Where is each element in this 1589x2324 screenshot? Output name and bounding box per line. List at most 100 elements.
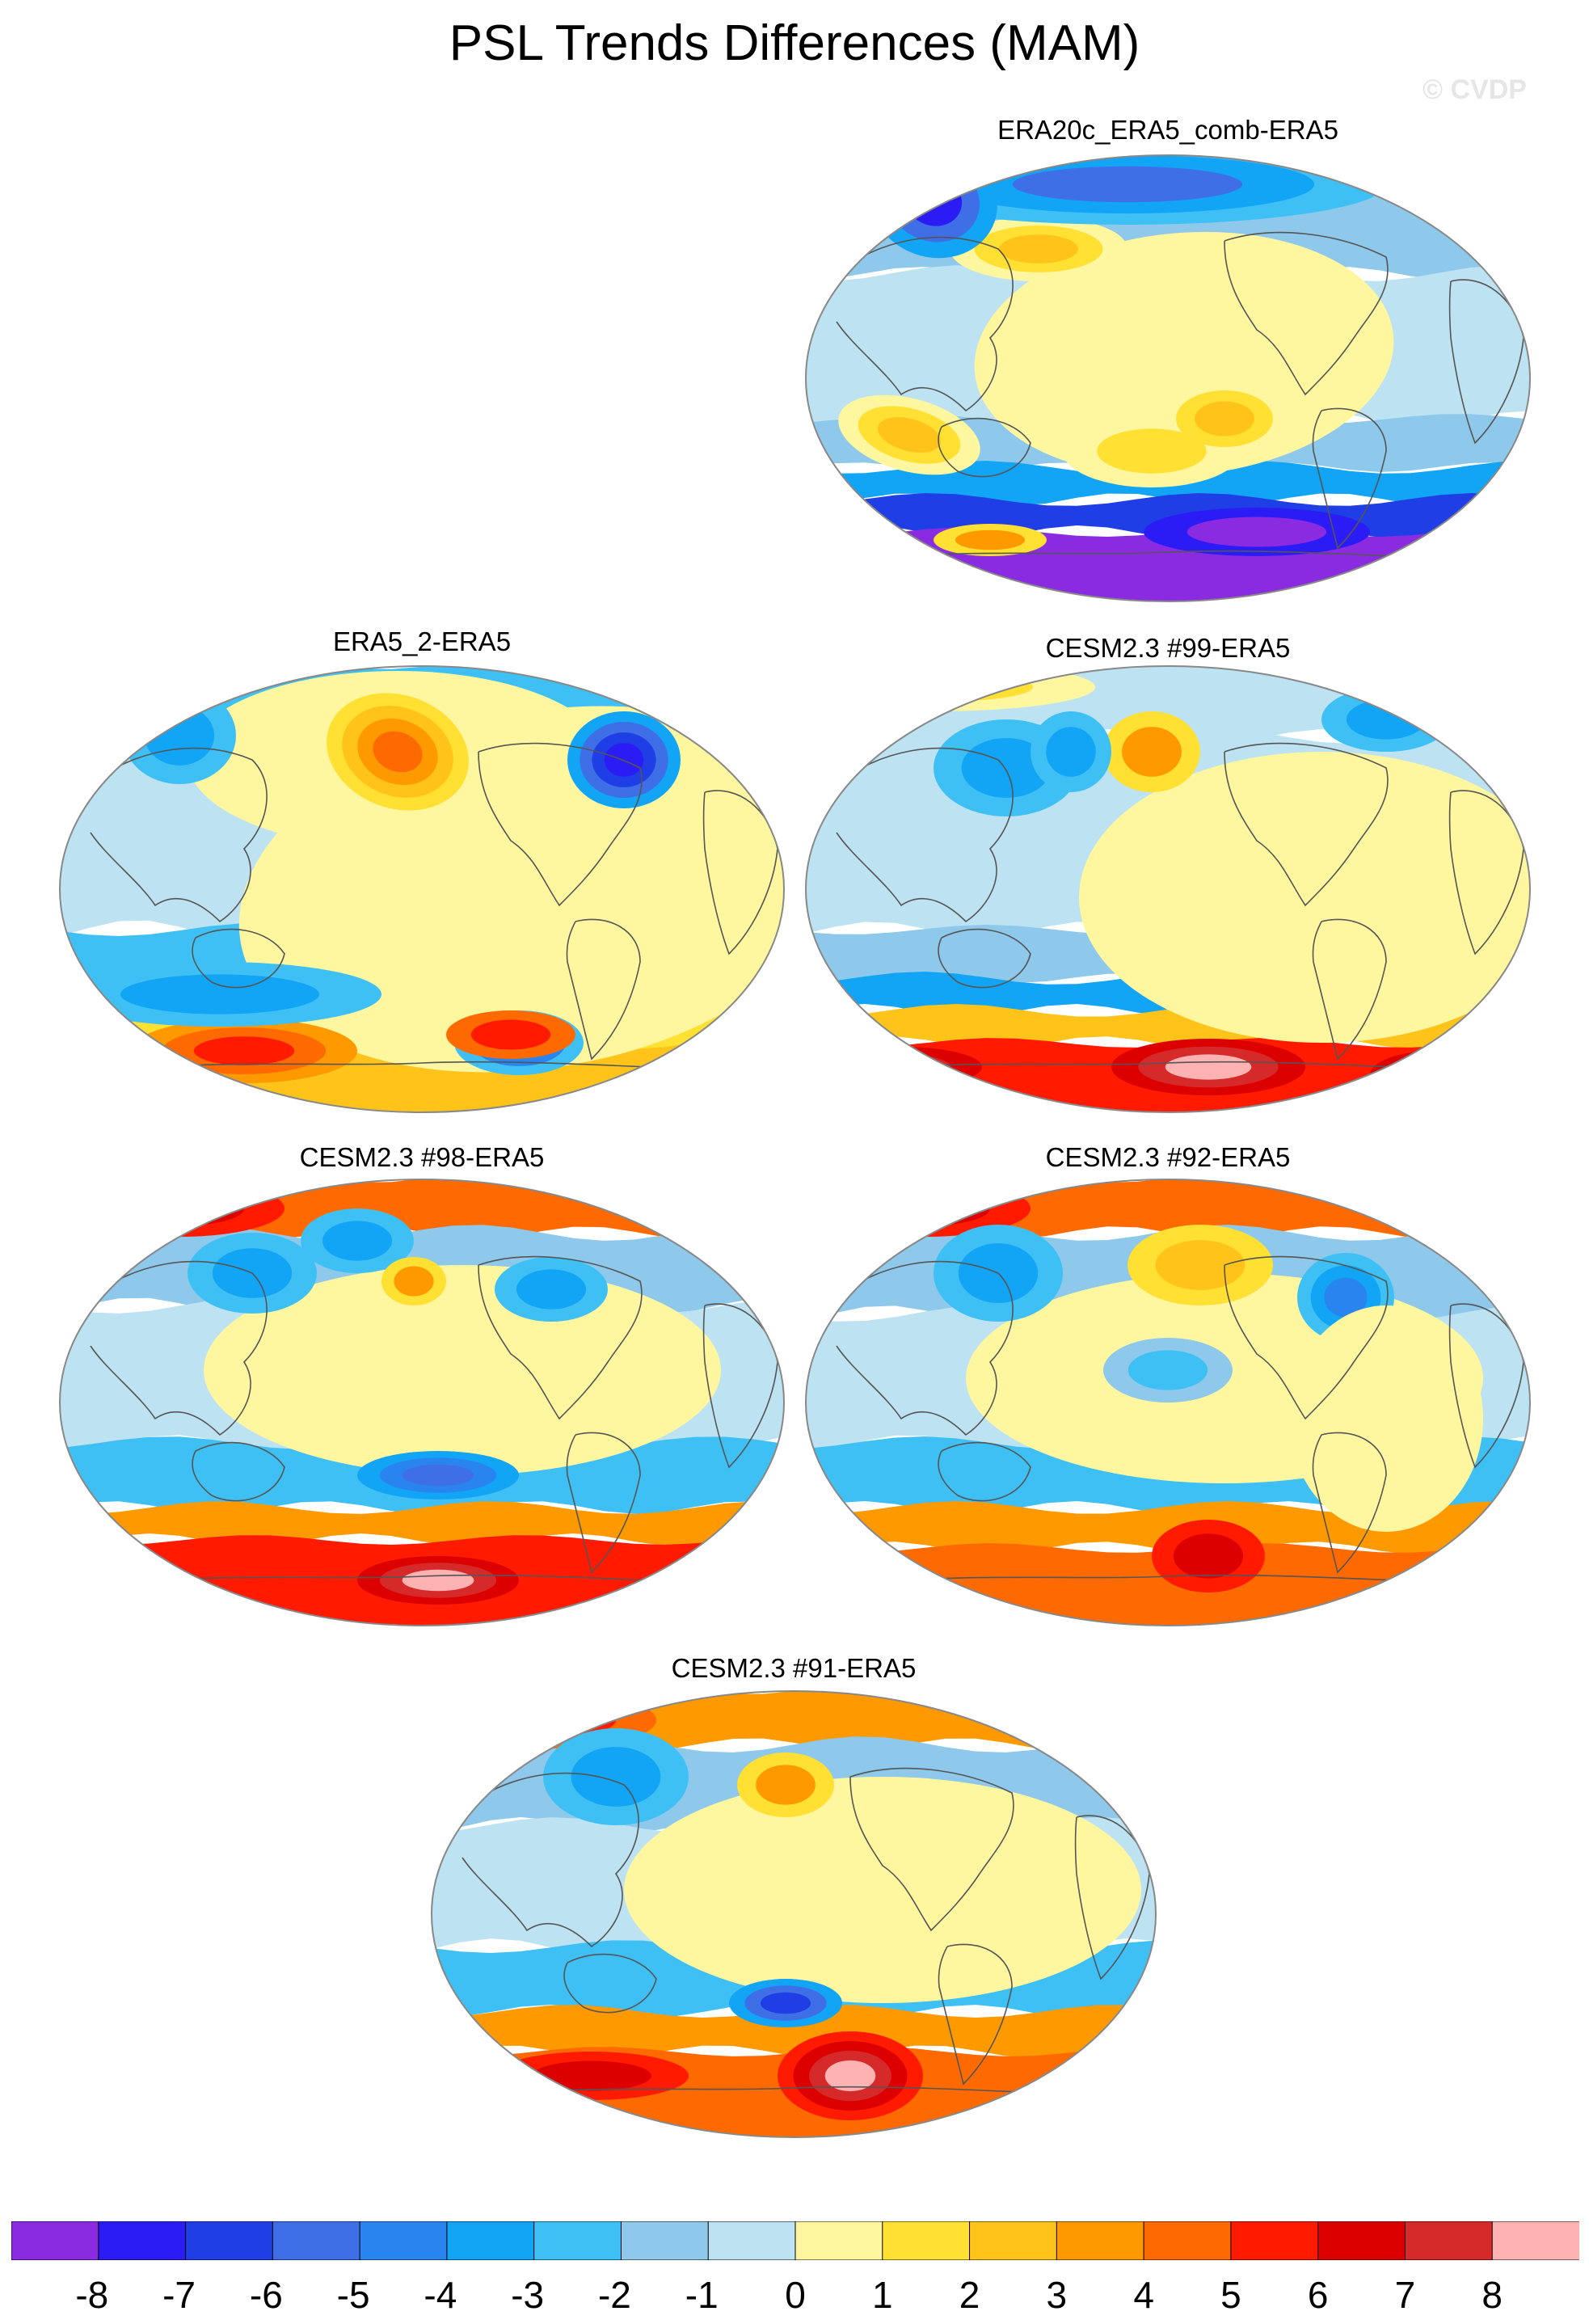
map-field [806, 666, 1530, 1112]
coastline [836, 747, 1014, 923]
colorbar-tick-label: 5 [1220, 2274, 1241, 2316]
panel-title-cesm99: CESM2.3 #99-ERA5 [1045, 633, 1291, 663]
map-outline [59, 665, 785, 1113]
contour-cell [1127, 1350, 1208, 1390]
contour-cell [1324, 1277, 1368, 1318]
contour-cell [1388, 1057, 1482, 1093]
contour-cell [999, 234, 1078, 264]
contour-cell [604, 743, 644, 777]
colorbar-tick-label: -7 [162, 2274, 196, 2316]
coastline [192, 928, 285, 989]
colorbar-tick-label: -2 [597, 2274, 631, 2316]
contour-cell [516, 1269, 587, 1310]
colorbar-swatch [882, 2221, 971, 2260]
colorbar-swatch [794, 2221, 883, 2260]
coastline [106, 1061, 738, 1072]
coastline [938, 1943, 1013, 2086]
coastline [1312, 1432, 1387, 1574]
contour-cell [820, 1047, 982, 1087]
contour-cell [120, 974, 320, 1014]
colorbar-swatch [446, 2221, 535, 2260]
colorbar-tick-label: -1 [685, 2274, 719, 2316]
coastline [836, 1260, 1014, 1436]
coastline [849, 1767, 1014, 1932]
coastline [1224, 1255, 1389, 1420]
coastline [938, 928, 1031, 989]
colorbar-swatch [1056, 2221, 1145, 2260]
contour-cell [760, 1992, 811, 2014]
colorbar-swatch [620, 2221, 710, 2260]
contour-cell [402, 1569, 474, 1592]
contour-cell [1173, 1533, 1244, 1579]
contour-cell [373, 731, 423, 773]
colorbar-tick-label: 0 [785, 2274, 806, 2316]
map-outline [805, 154, 1531, 602]
coastline [938, 417, 1031, 478]
colorbar-swatch [533, 2221, 622, 2260]
coastline [90, 747, 268, 923]
colorbar-swatch [1317, 2221, 1406, 2260]
colorbar-swatch [969, 2221, 1058, 2260]
coastline [563, 1953, 657, 2014]
contour-band [60, 1501, 784, 1546]
panel-title-era20c: ERA20c_ERA5_comb-ERA5 [997, 115, 1338, 145]
contour-cell [1195, 401, 1254, 437]
map-field [806, 155, 1530, 601]
contour-cell [1165, 1054, 1252, 1080]
coastline [478, 2086, 1110, 2097]
contour-cell [806, 666, 1095, 711]
contour-cell [1406, 1064, 1464, 1086]
panel-title-era5-2: ERA5_2-ERA5 [332, 626, 512, 656]
contour-cell [1346, 699, 1427, 740]
contour-cell [833, 672, 1034, 702]
map-outline [431, 1690, 1157, 2138]
colorbar-swatch [1491, 2221, 1579, 2260]
panel-title-cesm98: CESM2.3 #98-ERA5 [299, 1142, 545, 1172]
map-panel-cesm92 [805, 1179, 1531, 1626]
colorbar-tick-label: 4 [1133, 2274, 1154, 2316]
map-outline [805, 665, 1531, 1113]
colorbar [11, 2221, 1579, 2260]
contour-band [432, 2005, 1156, 2058]
contour-cell [1097, 428, 1207, 474]
colorbar-tick-label: -4 [424, 2274, 457, 2316]
map-panel-cesm98 [59, 1179, 785, 1626]
map-field [60, 1179, 784, 1626]
contour-cell [1186, 517, 1327, 547]
contour-cell [204, 1265, 721, 1475]
contour-cell [193, 1036, 295, 1065]
contour-cell [1012, 166, 1243, 203]
coastline [106, 1574, 738, 1585]
colorbar-tick-label: -6 [249, 2274, 283, 2316]
colorbar-tick-label: -8 [75, 2274, 109, 2316]
colorbar-tick-label: 2 [959, 2274, 980, 2316]
colorbar-swatch [272, 2221, 361, 2260]
map-outline [805, 1179, 1531, 1626]
contour-cell [470, 1019, 551, 1050]
cvdp-watermark: © CVDP [1423, 74, 1527, 105]
coastline [566, 918, 641, 1061]
colorbar-swatch [1404, 2221, 1494, 2260]
contour-cell [955, 529, 1026, 550]
contour-cell [824, 2060, 876, 2092]
contour-cell [851, 1054, 951, 1080]
contour-cell [861, 1191, 990, 1226]
contour-cell [322, 1221, 393, 1261]
coastline [478, 1255, 643, 1420]
page-title: PSL Trends Differences (MAM) [449, 15, 1140, 71]
contour-cell [1079, 752, 1530, 1043]
contour-cell [1122, 727, 1182, 777]
contour-cell [1289, 1305, 1483, 1532]
coastline [836, 236, 1014, 412]
coastline [852, 1061, 1484, 1072]
coastline [1224, 742, 1389, 907]
map-outline [59, 1179, 785, 1626]
contour-cell [878, 417, 941, 453]
contour-cell [571, 1747, 661, 1807]
contour-cell [1046, 727, 1096, 777]
map-field [806, 1179, 1530, 1626]
coastline [462, 1772, 639, 1948]
colorbar-tick-label: -3 [511, 2274, 545, 2316]
colorbar-swatch [185, 2221, 274, 2260]
contour-cell [115, 1191, 244, 1226]
